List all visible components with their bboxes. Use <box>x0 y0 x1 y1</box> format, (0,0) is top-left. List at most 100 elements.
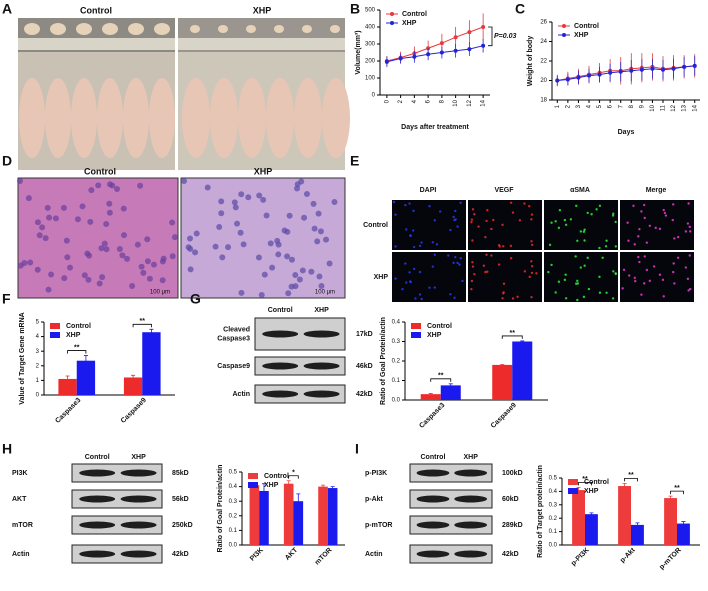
signal <box>583 239 586 242</box>
nucleus <box>286 212 293 219</box>
mouse <box>322 78 350 158</box>
point <box>426 52 431 57</box>
signal <box>535 272 538 275</box>
signal <box>404 203 407 207</box>
signal <box>453 218 456 222</box>
blot-band <box>79 550 116 558</box>
legend-label: Control <box>66 323 91 330</box>
signal <box>412 245 416 249</box>
nucleus <box>169 253 176 260</box>
nucleus <box>169 219 176 226</box>
signal <box>598 291 602 294</box>
y-tick-label: 0.4 <box>392 320 401 326</box>
nucleus <box>45 286 52 293</box>
y-axis-label: Volume(mm³) <box>355 30 362 74</box>
signal <box>502 291 505 294</box>
mouse <box>45 78 71 158</box>
x-tick-label: 0 <box>384 99 390 103</box>
signal <box>471 208 475 211</box>
point <box>555 78 560 83</box>
signal <box>640 293 643 296</box>
nucleus <box>323 236 330 243</box>
fluorescence-image <box>620 252 694 302</box>
blot-label: Actin <box>365 551 383 558</box>
error-bar <box>589 512 594 516</box>
blot-size: 42kD <box>502 551 519 558</box>
x-tick-label: 7 <box>618 104 624 108</box>
blot-column-label: XHP <box>463 454 478 461</box>
nucleus <box>260 196 267 203</box>
nucleus <box>36 232 43 239</box>
point <box>661 67 665 72</box>
nucleus <box>216 223 223 230</box>
legend-label: XHP <box>264 482 279 489</box>
blot-label: Actin <box>233 391 251 398</box>
point <box>412 54 417 59</box>
nucleus <box>267 240 274 247</box>
nucleus <box>245 194 252 201</box>
nucleus <box>63 237 70 244</box>
nucleus <box>261 271 268 278</box>
bar <box>283 483 294 545</box>
signal <box>452 261 455 265</box>
fluorescence-image <box>392 252 466 302</box>
x-tick-label: AKT <box>284 546 300 562</box>
nucleus <box>294 185 301 192</box>
point <box>453 35 458 40</box>
nucleus <box>120 205 127 212</box>
signal <box>604 245 608 248</box>
signal <box>412 209 415 213</box>
fluorescence-image <box>468 200 542 250</box>
nucleus <box>231 199 238 206</box>
y-tick-label: 0.2 <box>392 359 401 365</box>
legend-swatch <box>50 323 60 329</box>
signal <box>433 286 437 289</box>
blot-band <box>120 495 157 503</box>
signal <box>689 287 692 291</box>
signal <box>550 263 553 267</box>
nucleus <box>192 249 199 256</box>
x-tick-label: 14 <box>692 104 698 111</box>
signal <box>579 230 583 233</box>
blot-band <box>262 330 299 338</box>
error-bar <box>681 521 686 526</box>
nucleus <box>263 212 270 219</box>
signal <box>633 243 636 246</box>
significance-bracket <box>578 481 592 486</box>
signal <box>411 229 415 232</box>
significance-label: * <box>292 470 295 477</box>
x-tick-label: mTOR <box>314 547 334 567</box>
bar <box>440 385 461 400</box>
nucleus <box>187 266 194 273</box>
blot-label: AKT <box>12 496 27 503</box>
signal <box>557 226 561 230</box>
bar <box>572 490 585 545</box>
panel-letter: I <box>355 441 359 457</box>
signal <box>563 218 567 222</box>
nucleus <box>303 191 310 198</box>
signal <box>662 208 665 212</box>
nucleus <box>301 214 308 221</box>
legend-swatch <box>248 473 258 479</box>
signal <box>627 239 630 242</box>
bar <box>631 524 644 545</box>
significance-bracket <box>624 477 638 482</box>
significance-label: ** <box>510 330 516 337</box>
signal <box>420 297 423 301</box>
legend-label: Control <box>427 323 452 330</box>
legend-label: XHP <box>574 32 589 39</box>
significance-bracket <box>67 350 87 354</box>
signal <box>408 202 411 205</box>
error-bar <box>622 482 627 489</box>
nucleus <box>318 282 325 289</box>
e-column-label: αSMA <box>570 187 590 194</box>
signal <box>598 275 601 279</box>
y-tick-label: 1 <box>36 378 40 384</box>
nucleus <box>79 203 86 210</box>
y-tick-label: 5 <box>36 320 40 326</box>
signal <box>392 200 396 204</box>
nucleus <box>106 200 113 207</box>
error-bar <box>500 364 505 366</box>
y-tick-label: 0.0 <box>549 543 558 549</box>
signal <box>530 271 534 275</box>
